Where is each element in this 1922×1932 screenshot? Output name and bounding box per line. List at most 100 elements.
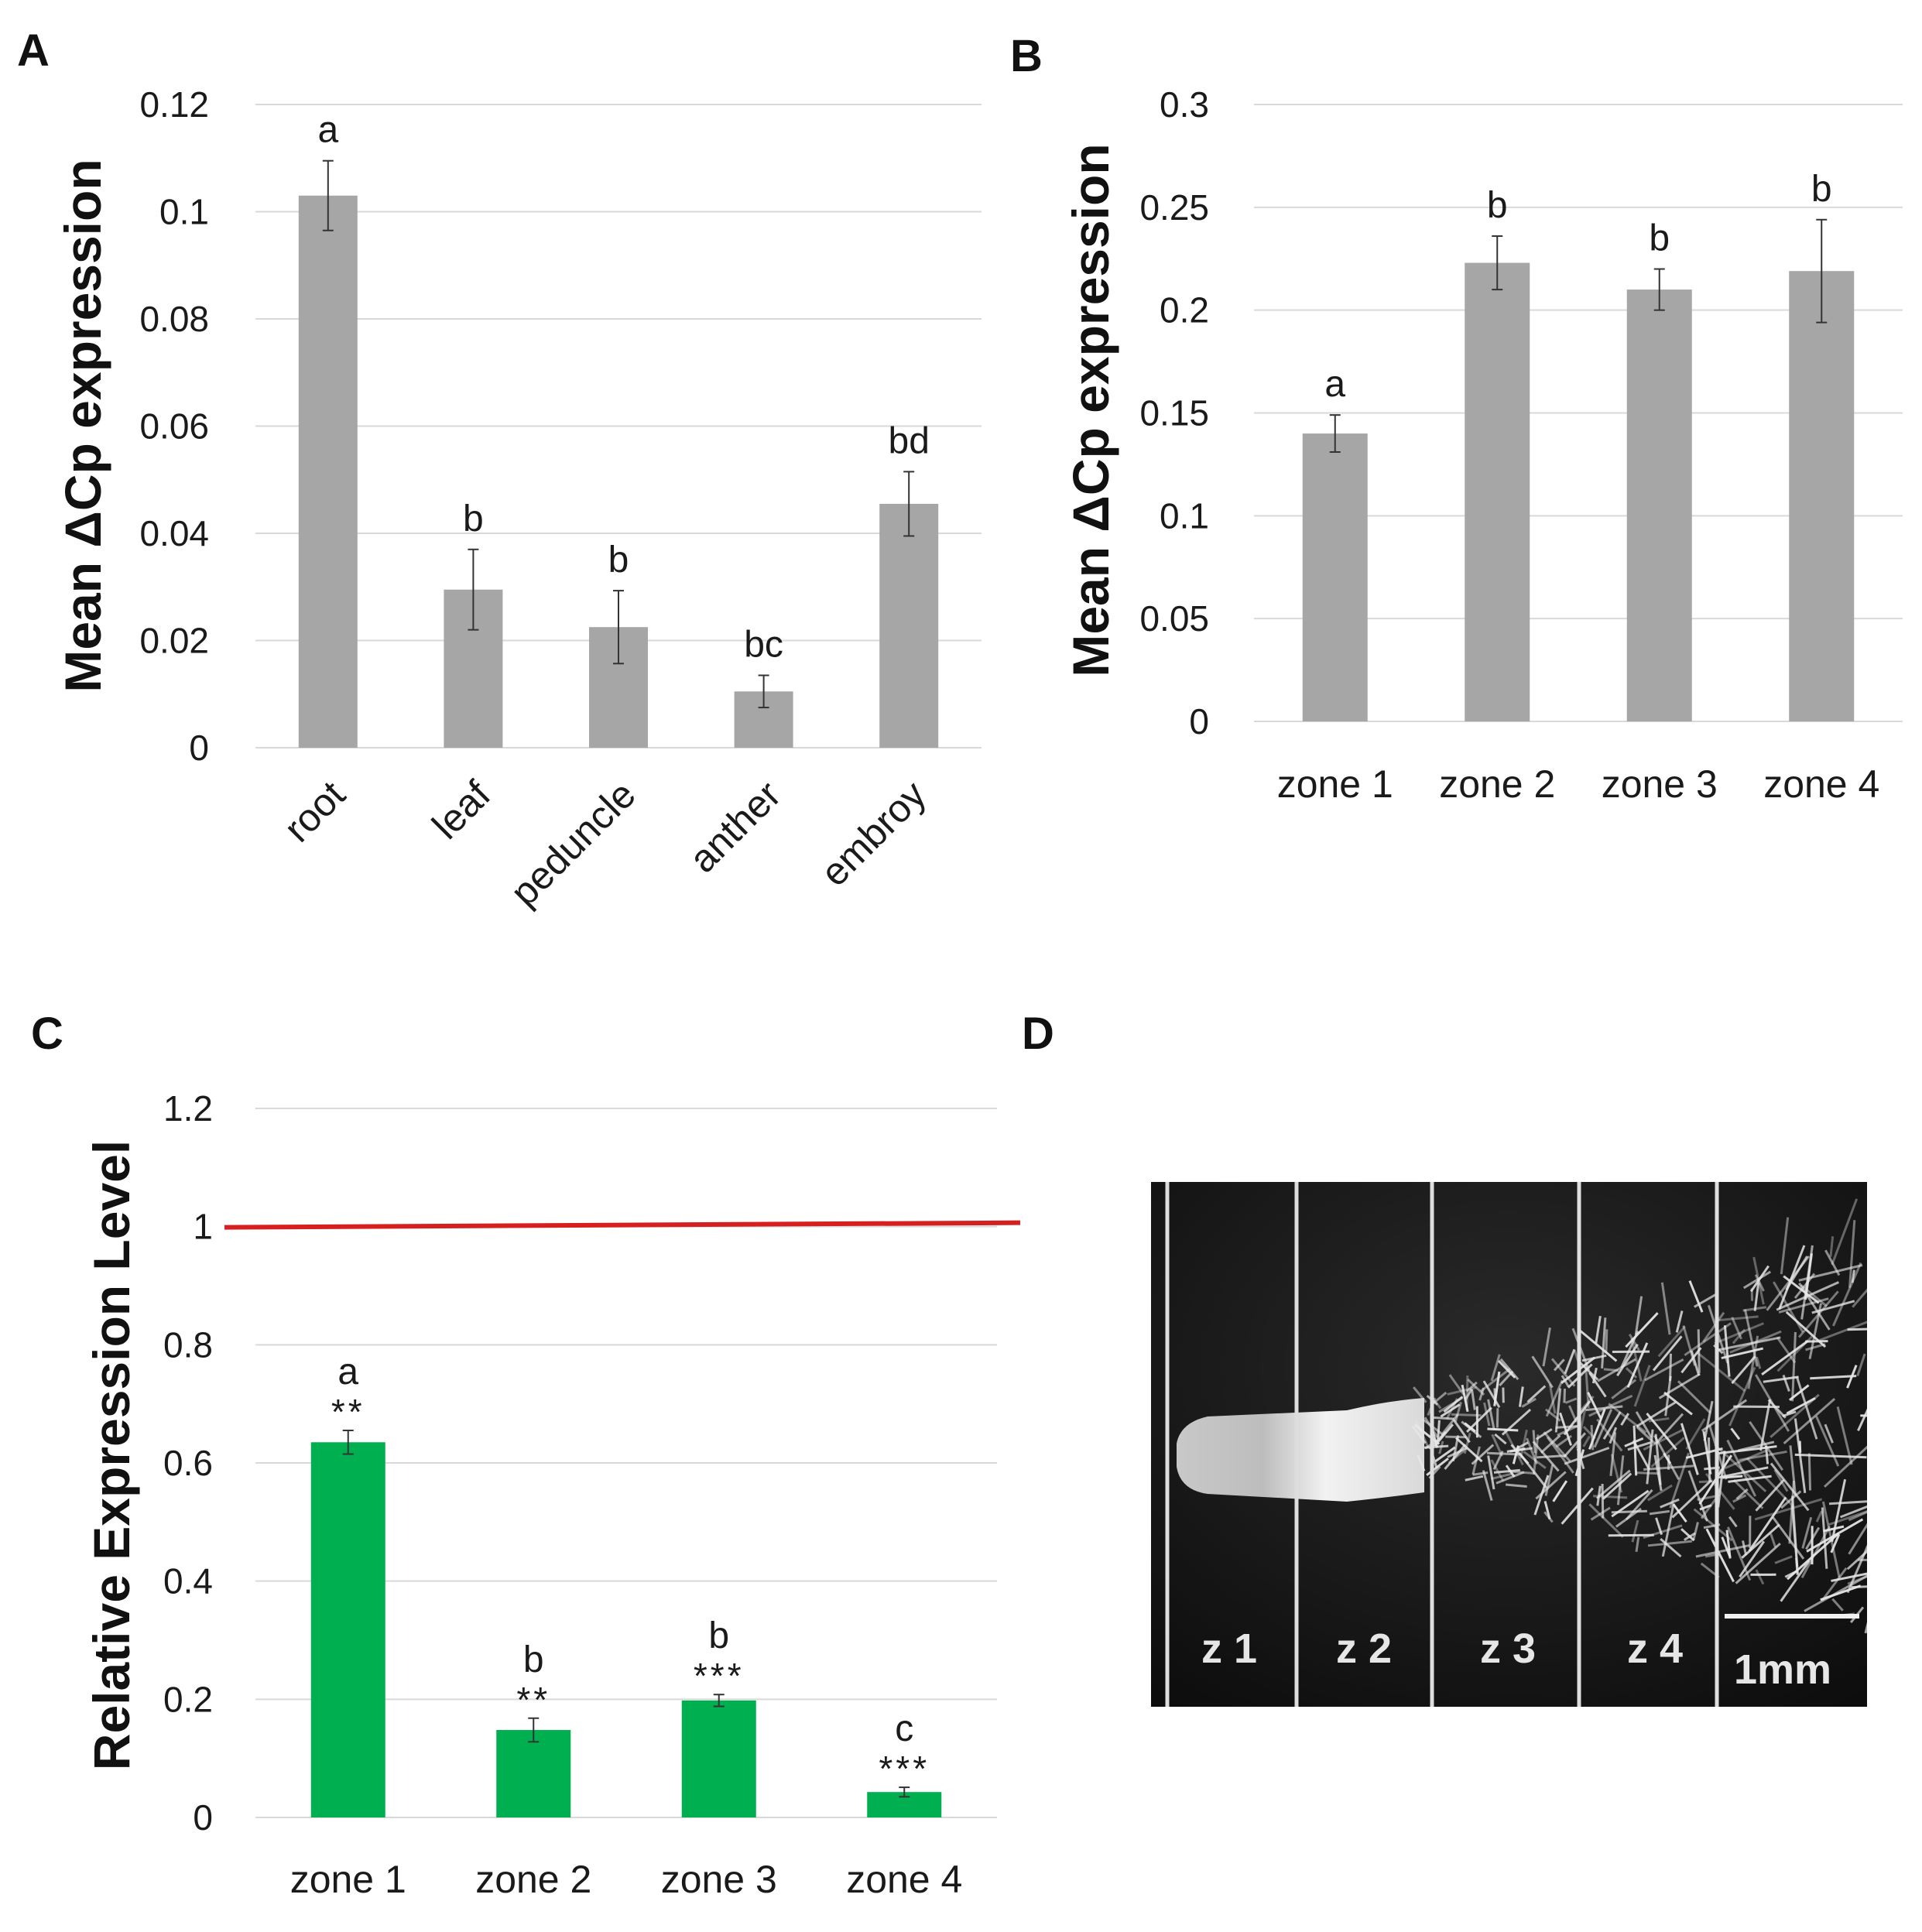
- root-hair: [1755, 1569, 1765, 1585]
- root-hair: [1657, 1325, 1686, 1358]
- root-hair: [1588, 1503, 1624, 1538]
- zone-label-4: z 4: [1627, 1625, 1683, 1672]
- chart-a-letter-1: a: [317, 110, 338, 151]
- root-hair: [1643, 1524, 1683, 1539]
- root-hair: [1608, 1403, 1647, 1434]
- scale-bar-label: 1mm: [1734, 1646, 1831, 1693]
- root-hair: [1495, 1471, 1525, 1485]
- root-hair: [1717, 1336, 1781, 1351]
- root-hair: [1815, 1416, 1840, 1467]
- root-hair: [1486, 1451, 1520, 1456]
- root-hair: [1652, 1335, 1683, 1372]
- root-hair: [1595, 1315, 1602, 1344]
- chart-c-ytick-label: 0.6: [163, 1443, 213, 1483]
- root-hair: [1479, 1368, 1511, 1392]
- root-hair: [1722, 1475, 1743, 1479]
- root-hair: [1579, 1330, 1618, 1362]
- root-hair: [1532, 1440, 1560, 1472]
- root-hair: [1596, 1418, 1623, 1452]
- root-hair: [1653, 1454, 1663, 1491]
- root-hair: [1593, 1409, 1613, 1448]
- root-hair: [1680, 1423, 1699, 1475]
- root-hair: [1791, 1495, 1799, 1567]
- root-hair: [1411, 1425, 1427, 1444]
- root-hair: [1535, 1428, 1553, 1440]
- root-hair: [1544, 1464, 1554, 1496]
- root-hair: [1717, 1449, 1767, 1473]
- root-hair: [1590, 1506, 1611, 1521]
- root-hair: [1852, 1288, 1867, 1308]
- root-hair: [1806, 1518, 1864, 1553]
- root-hair: [1685, 1418, 1706, 1450]
- chart-a-ytick-label: 0.1: [159, 192, 209, 232]
- root-hair: [1773, 1469, 1789, 1492]
- root-hair: [1494, 1433, 1507, 1445]
- root-hair: [1597, 1358, 1636, 1382]
- root-hair: [1797, 1290, 1839, 1338]
- root-hair: [1680, 1528, 1695, 1542]
- chart-c-category-label: zone 1: [290, 1858, 406, 1901]
- root-hair: [1646, 1412, 1677, 1451]
- root-hair: [1675, 1310, 1684, 1333]
- root-hair: [1788, 1480, 1795, 1544]
- root-hair: [1611, 1379, 1637, 1399]
- root-hair: [1754, 1374, 1790, 1432]
- chart-b-letter-1: a: [1324, 364, 1345, 405]
- root-hair: [1789, 1384, 1810, 1401]
- chart-a-letter-3: b: [608, 540, 629, 581]
- chart-a-category-label: leaf: [424, 772, 499, 848]
- root-hair: [1732, 1328, 1746, 1345]
- root-hair: [1780, 1490, 1802, 1509]
- chart-a-category-label: peduncle: [502, 772, 644, 914]
- root-hair: [1824, 1445, 1867, 1488]
- root-hair: [1780, 1217, 1790, 1275]
- root-hair: [1434, 1446, 1456, 1463]
- root-hair: [1811, 1300, 1855, 1314]
- root-hair: [1601, 1317, 1607, 1368]
- chart-b-bar-3: [1626, 289, 1692, 722]
- root-hair: [1491, 1472, 1513, 1481]
- root-hair: [1831, 1262, 1862, 1327]
- root-hair: [1563, 1432, 1587, 1458]
- chart-b-letter-2: b: [1487, 185, 1508, 226]
- root-hair: [1831, 1198, 1859, 1266]
- root-hair: [1632, 1440, 1651, 1471]
- root-hair: [1840, 1505, 1867, 1519]
- chart-c-ylabel: Relative Expression Level: [83, 1140, 140, 1770]
- root-hair: [1735, 1488, 1749, 1500]
- root-hair: [1761, 1340, 1809, 1375]
- root-hairs: [1411, 1198, 1867, 1634]
- root-hair: [1414, 1420, 1430, 1449]
- root-hair: [1464, 1388, 1473, 1401]
- root-hair: [1602, 1411, 1622, 1440]
- root-hair: [1805, 1343, 1826, 1351]
- chart-b-category-label: zone 3: [1602, 762, 1718, 806]
- chart-a-category-label: embroy: [812, 772, 934, 894]
- root-hair: [1655, 1413, 1684, 1444]
- root-hair: [1602, 1472, 1633, 1500]
- root-hair: [1635, 1536, 1640, 1553]
- root-hair: [1677, 1380, 1711, 1414]
- chart-c-letter-4: c: [895, 1708, 913, 1749]
- root-hair: [1851, 1585, 1867, 1589]
- chart-c-letter-2: b: [523, 1639, 544, 1680]
- root-hair: [1782, 1410, 1797, 1417]
- chart-b-ylabel: Mean ΔCp expression: [1062, 143, 1119, 677]
- root-hair: [1519, 1430, 1528, 1459]
- root-hair: [1732, 1494, 1747, 1503]
- root-hair: [1620, 1413, 1630, 1426]
- root-hair: [1537, 1454, 1567, 1459]
- root-hair: [1533, 1475, 1550, 1516]
- root-hair: [1776, 1281, 1840, 1311]
- root-hair: [1864, 1622, 1867, 1634]
- root-hair: [1748, 1496, 1787, 1552]
- root-hair: [1821, 1567, 1848, 1601]
- root-hair: [1526, 1437, 1538, 1465]
- root-hair: [1780, 1560, 1811, 1602]
- root-hair: [1801, 1516, 1813, 1549]
- root-hair: [1555, 1434, 1572, 1448]
- root-hair: [1655, 1517, 1663, 1536]
- root-hair: [1463, 1432, 1471, 1454]
- root-hair: [1857, 1408, 1867, 1431]
- root-hair: [1564, 1447, 1610, 1465]
